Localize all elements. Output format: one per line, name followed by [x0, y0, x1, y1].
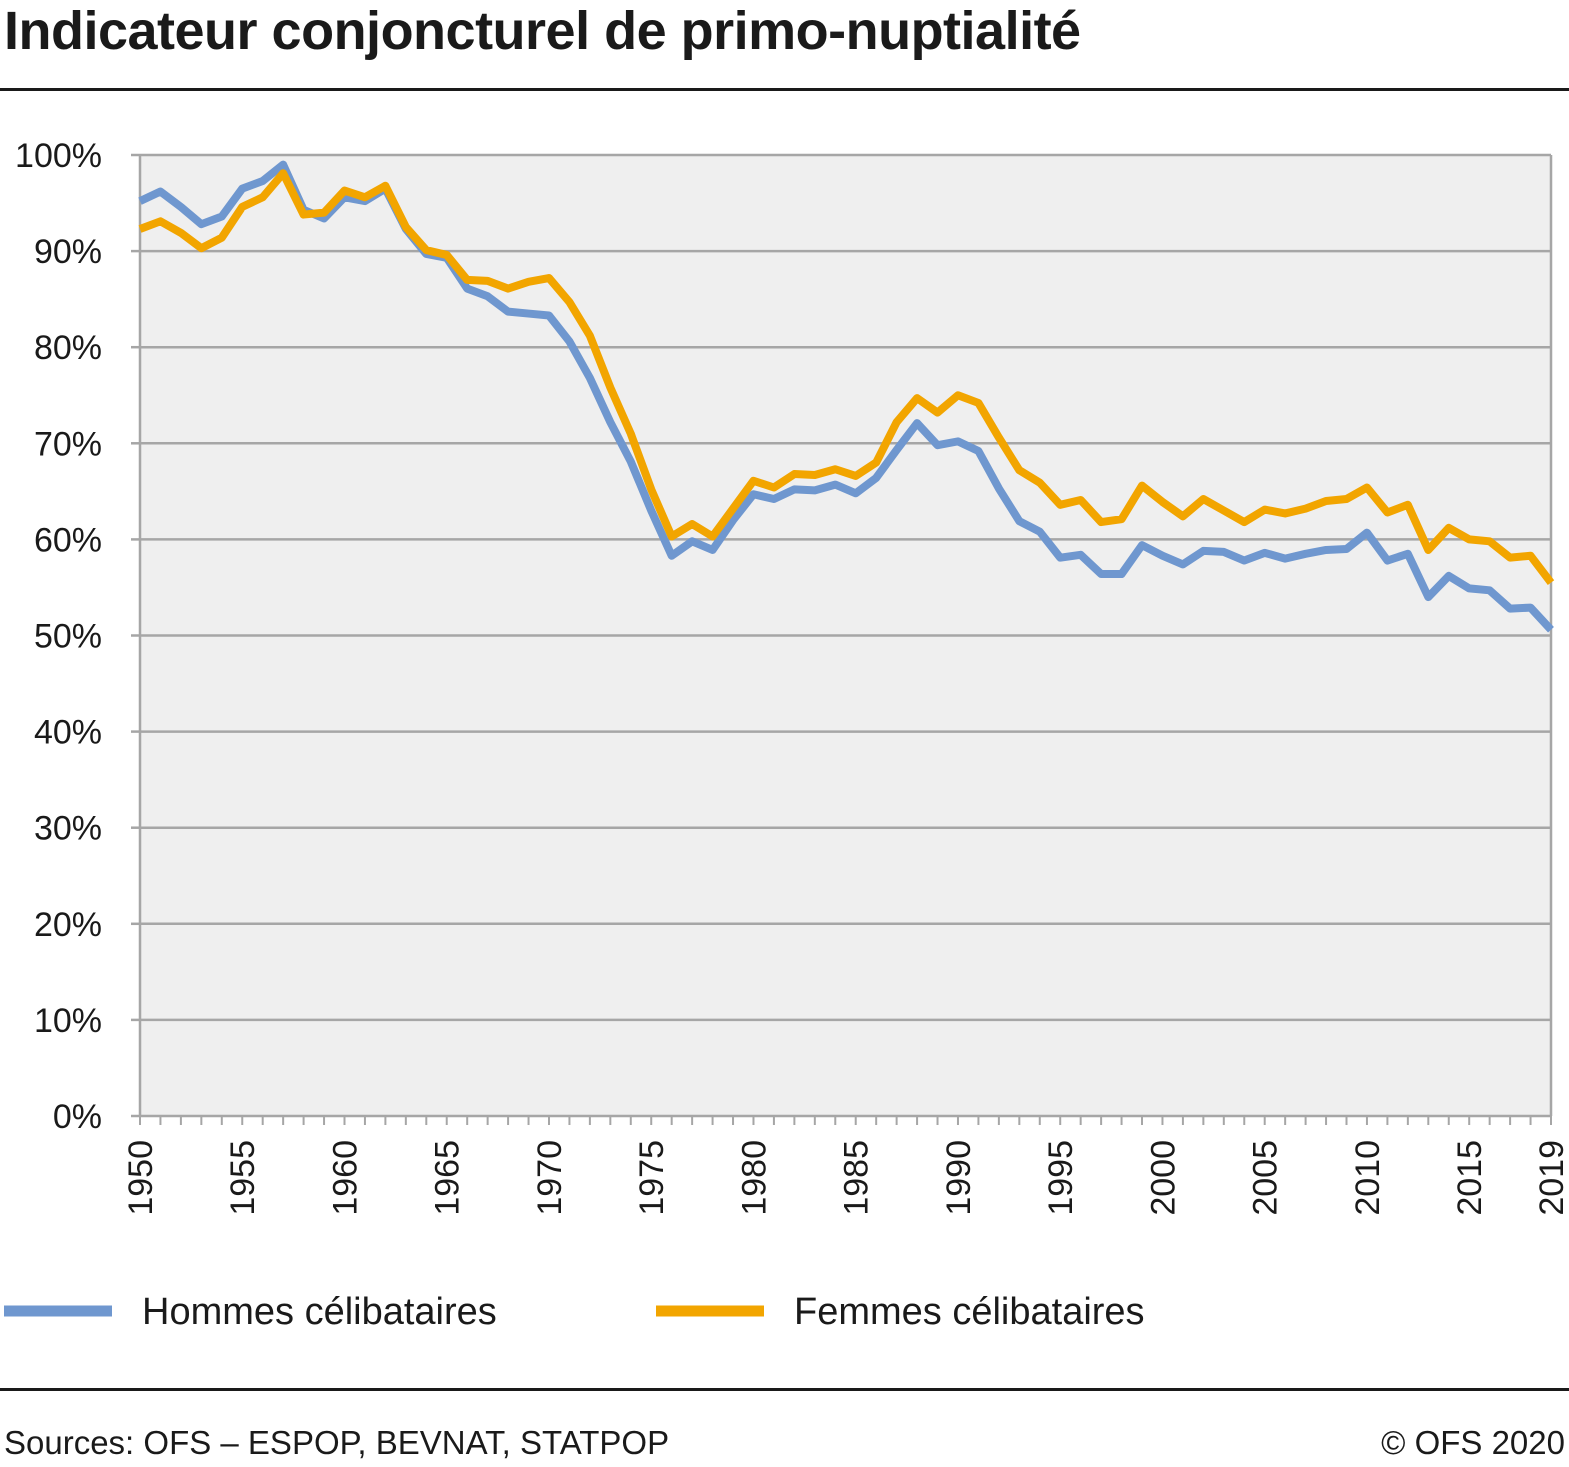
legend: Hommes célibataires Femmes célibataires [4, 1291, 1145, 1333]
legend-label: Hommes célibataires [142, 1291, 497, 1333]
y-tick-label: 80% [34, 329, 102, 367]
x-tick-label: 1955 [224, 1140, 262, 1216]
x-tick-label: 1990 [940, 1140, 978, 1216]
gridlines [131, 153, 1551, 1118]
x-tick-label: 1960 [326, 1140, 364, 1216]
y-tick-label: 0% [53, 1098, 102, 1136]
x-tick-label: 1995 [1042, 1140, 1080, 1216]
series-lines [138, 160, 1555, 633]
x-tick-label: 2019 [1533, 1140, 1569, 1216]
sources-note: Sources: OFS – ESPOP, BEVNAT, STATPOP [4, 1424, 670, 1461]
y-tick-label: 60% [34, 521, 102, 559]
y-tick-label: 40% [34, 714, 102, 752]
legend-label: Femmes célibataires [794, 1291, 1145, 1333]
y-tick-label: 20% [34, 906, 102, 944]
x-tick-label: 2010 [1349, 1140, 1387, 1216]
chart-title: Indicateur conjoncturel de primo-nuptial… [4, 1, 1081, 61]
y-tick-label: 100% [15, 137, 102, 175]
y-tick-label: 70% [34, 425, 102, 463]
x-tick-label: 1975 [633, 1140, 671, 1216]
copyright-note: © OFS 2020 [1381, 1424, 1565, 1461]
x-tick-label: 1965 [429, 1140, 467, 1216]
axes [138, 155, 1553, 1125]
x-tick-label: 1985 [838, 1140, 876, 1216]
footer-divider [0, 1388, 1569, 1391]
x-tick-label: 1980 [735, 1140, 773, 1216]
line-chart: 0%10%20%30%40%50%60%70%80%90%100% 1950 19… [4, 137, 1569, 1333]
y-tick-label: 10% [34, 1002, 102, 1040]
x-tick-label: 1950 [122, 1140, 160, 1216]
y-tick-label: 30% [34, 810, 102, 848]
y-tick-label: 50% [34, 618, 102, 656]
x-tick-label: 1970 [531, 1140, 569, 1216]
x-tick-label: 2005 [1247, 1140, 1285, 1216]
x-tick-label: 2000 [1144, 1140, 1182, 1216]
y-axis-labels: 0% 10% 20% 30% 40% 50% 60% 70% 80% 90% 100% [15, 137, 102, 1136]
title-divider [0, 88, 1569, 91]
x-tick-label: 2015 [1451, 1140, 1489, 1216]
y-tick-label: 90% [34, 233, 102, 271]
x-axis-labels: 1950 1955 1960 1965 1970 1975 1980 1985 1990 1995… [122, 1140, 1569, 1216]
series-line-femmes [138, 169, 1555, 586]
